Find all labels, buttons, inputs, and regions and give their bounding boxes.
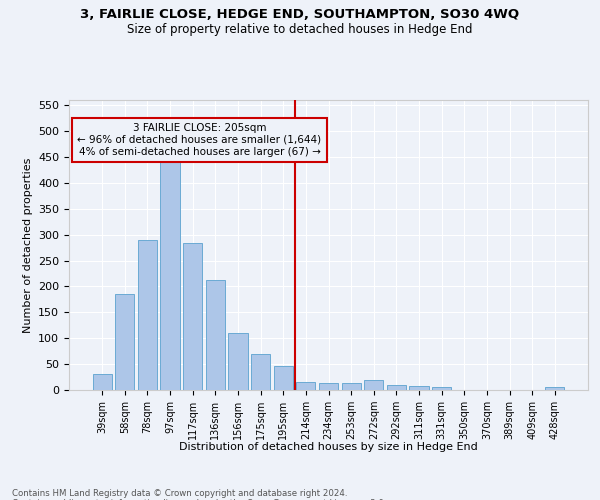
Bar	[409, 386, 428, 390]
Bar	[138, 240, 157, 390]
Bar	[341, 384, 361, 390]
Bar	[251, 354, 270, 390]
Bar	[296, 382, 316, 390]
Bar	[206, 280, 225, 390]
Bar	[160, 156, 180, 390]
Text: 3, FAIRLIE CLOSE, HEDGE END, SOUTHAMPTON, SO30 4WQ: 3, FAIRLIE CLOSE, HEDGE END, SOUTHAMPTON…	[80, 8, 520, 20]
Bar	[545, 388, 565, 390]
Text: 3 FAIRLIE CLOSE: 205sqm
← 96% of detached houses are smaller (1,644)
4% of semi-: 3 FAIRLIE CLOSE: 205sqm ← 96% of detache…	[77, 124, 322, 156]
Bar	[387, 385, 406, 390]
Bar	[274, 366, 293, 390]
Bar	[183, 244, 202, 390]
Text: Distribution of detached houses by size in Hedge End: Distribution of detached houses by size …	[179, 442, 478, 452]
Y-axis label: Number of detached properties: Number of detached properties	[23, 158, 32, 332]
Bar	[432, 388, 451, 390]
Bar	[229, 333, 248, 390]
Bar	[364, 380, 383, 390]
Text: Size of property relative to detached houses in Hedge End: Size of property relative to detached ho…	[127, 22, 473, 36]
Bar	[92, 374, 112, 390]
Text: Contains public sector information licensed under the Open Government Licence v3: Contains public sector information licen…	[12, 498, 386, 500]
Bar	[115, 294, 134, 390]
Text: Contains HM Land Registry data © Crown copyright and database right 2024.: Contains HM Land Registry data © Crown c…	[12, 488, 347, 498]
Bar	[319, 384, 338, 390]
